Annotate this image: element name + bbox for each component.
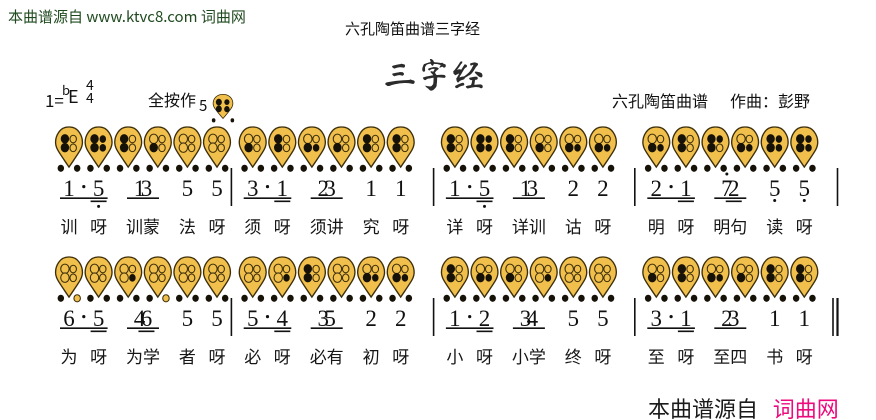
svg-text:5: 5	[93, 306, 105, 331]
svg-text:2: 2	[479, 306, 491, 331]
svg-text:1: 1	[449, 306, 461, 331]
svg-text:1: 1	[449, 176, 461, 201]
svg-text:1: 1	[395, 176, 407, 201]
svg-text:4: 4	[277, 306, 289, 331]
svg-text:5: 5	[211, 176, 223, 201]
svg-text:3: 3	[651, 306, 663, 331]
svg-text:2: 2	[651, 176, 663, 201]
svg-text:5: 5	[597, 306, 609, 331]
svg-text:1: 1	[520, 176, 532, 201]
svg-text:1: 1	[680, 306, 692, 331]
svg-text:3: 3	[728, 306, 740, 331]
svg-text:5: 5	[247, 306, 259, 331]
svg-text:4: 4	[527, 306, 539, 331]
svg-text:5: 5	[211, 306, 223, 331]
svg-text:5: 5	[182, 176, 194, 201]
svg-text:6: 6	[63, 306, 75, 331]
svg-text:5: 5	[324, 306, 336, 331]
svg-text:1: 1	[799, 306, 811, 331]
svg-text:3: 3	[520, 306, 532, 331]
svg-text:4: 4	[134, 306, 146, 331]
svg-text:5: 5	[799, 176, 811, 201]
svg-text:3: 3	[141, 176, 153, 201]
svg-text:1: 1	[63, 176, 75, 201]
svg-text:2: 2	[395, 306, 407, 331]
svg-text:2: 2	[568, 176, 580, 201]
svg-text:1: 1	[134, 176, 146, 201]
svg-text:5: 5	[479, 176, 491, 201]
svg-text:3: 3	[318, 306, 330, 331]
svg-text:2: 2	[318, 176, 330, 201]
svg-text:2: 2	[597, 176, 609, 201]
svg-text:3: 3	[324, 176, 336, 201]
svg-text:5: 5	[182, 306, 194, 331]
svg-text:2: 2	[728, 176, 740, 201]
svg-text:1: 1	[769, 306, 781, 331]
svg-text:5: 5	[568, 306, 580, 331]
svg-text:2: 2	[721, 306, 733, 331]
svg-text:6: 6	[141, 306, 153, 331]
svg-text:2: 2	[365, 306, 377, 331]
svg-text:5: 5	[769, 176, 781, 201]
svg-text:1: 1	[680, 176, 692, 201]
svg-text:1: 1	[365, 176, 377, 201]
svg-text:3: 3	[527, 176, 539, 201]
svg-text:3: 3	[247, 176, 259, 201]
svg-text:1: 1	[277, 176, 289, 201]
svg-text:7: 7	[721, 176, 733, 201]
svg-text:5: 5	[93, 176, 105, 201]
